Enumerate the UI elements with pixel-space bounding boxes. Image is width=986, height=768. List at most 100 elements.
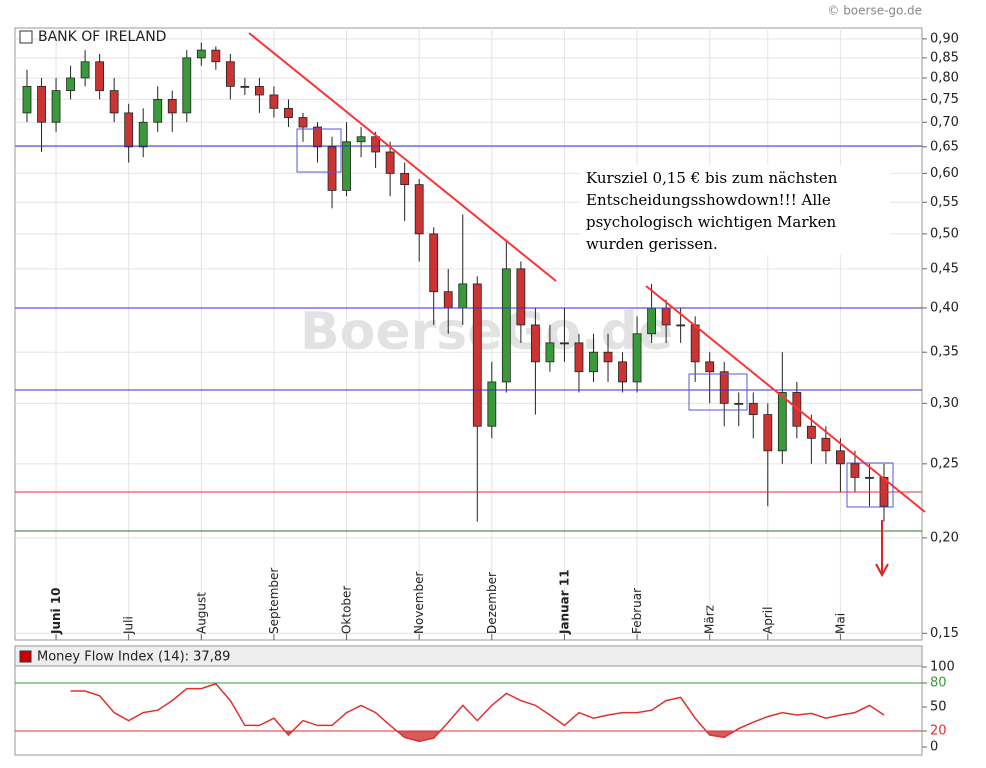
candle-body: [661, 307, 671, 326]
mfi-header: [14, 645, 923, 667]
candle-body: [284, 107, 293, 118]
candle-body: [618, 361, 627, 383]
y-tick-label: 0,60: [930, 166, 959, 181]
trend-line: [645, 285, 926, 513]
source: © boerse-go.de: [827, 4, 922, 18]
candle-body: [763, 414, 773, 452]
candle-body: [632, 333, 642, 383]
x-tick-label: Juni 10: [49, 587, 63, 635]
chart-title: BANK OF IRELAND: [38, 29, 166, 45]
candle-body: [821, 437, 831, 452]
title-box: [19, 30, 33, 44]
y-tick-label: 0,90: [930, 31, 959, 46]
highlight-box: [846, 462, 894, 508]
candle-body: [138, 121, 148, 148]
candle-body: [676, 324, 686, 327]
candle-body: [385, 151, 395, 174]
annotation-line: Kursziel 0,15 € bis zum nächsten: [586, 169, 838, 187]
candle-body: [487, 381, 497, 427]
mfi-title: Money Flow Index (14): 37,89: [37, 650, 230, 665]
y-tick-label: 0,55: [930, 195, 959, 210]
candle-body: [472, 283, 482, 427]
y-tick-label: 0,70: [930, 115, 959, 130]
y-tick-label: 0,25: [930, 456, 959, 471]
candle-body: [342, 141, 351, 191]
arrow-head: [875, 563, 889, 578]
candle-body: [748, 402, 758, 415]
x-tick-label: Mai: [833, 613, 847, 634]
x-tick-label: Januar 11: [557, 569, 571, 635]
candle-body: [690, 324, 700, 363]
candle-body: [865, 476, 874, 479]
y-tick-label: 80: [930, 676, 947, 691]
candle-body: [719, 371, 729, 404]
x-tick-label: November: [412, 572, 426, 634]
highlight-box: [688, 373, 748, 411]
x-tick-label: Juli: [122, 616, 136, 635]
candle-body: [530, 324, 540, 363]
x-tick-label: September: [267, 568, 281, 634]
candle-body: [545, 342, 555, 363]
price-layer: 0,15 0,20 0,25 0,30 0,35 0,40 0,45 0,50 0,55 0,60…: [15, 28, 959, 641]
highlight-box: [296, 128, 342, 173]
x-tick-label: Oktober: [340, 586, 354, 634]
annotation-box: [580, 165, 890, 255]
annotation-line: psychologisch wichtigen Marken: [586, 213, 836, 231]
candle-body: [574, 342, 584, 373]
candle-body: [429, 233, 439, 293]
candle-body: [153, 98, 163, 123]
y-tick-label: 20: [930, 724, 947, 739]
x-tick-label: März: [703, 605, 717, 634]
candle-body: [37, 85, 46, 123]
candle-body: [443, 291, 453, 309]
candle-body: [806, 425, 816, 439]
candle-body: [211, 49, 221, 63]
candle-body: [269, 94, 279, 109]
y-tick-label: 0: [930, 740, 938, 755]
x-tick-label: August: [194, 592, 208, 634]
candle-body: [167, 98, 177, 114]
watermark: BoerseGo.de: [300, 302, 673, 362]
y-tick-label: 0,40: [930, 300, 959, 315]
annotation-line: Entscheidungsshowdown!!! Alle: [586, 191, 831, 209]
x-tick-label: April: [761, 607, 775, 634]
y-tick-label: 0,80: [930, 70, 959, 85]
candle-body: [255, 85, 264, 96]
candle-body: [22, 85, 32, 114]
candle-body: [66, 77, 75, 92]
mfi-legend-swatch: [19, 650, 32, 663]
candle-body: [240, 85, 250, 88]
candle-body: [298, 117, 308, 128]
candle-body: [356, 136, 366, 143]
candle-body: [196, 49, 206, 59]
trend-line: [248, 32, 557, 282]
y-tick-label: 0,75: [930, 92, 959, 107]
y-tick-label: 0,45: [930, 261, 959, 276]
candle-body: [836, 450, 845, 465]
candle-body: [603, 351, 613, 363]
candle-body: [705, 361, 715, 373]
candle-body: [327, 146, 337, 191]
y-tick-label: 50: [930, 700, 947, 715]
candle-body: [516, 268, 526, 326]
candle-body: [371, 136, 381, 153]
candle-body: [124, 112, 134, 148]
y-tick-label: 0,35: [930, 345, 959, 360]
candle-body: [777, 392, 787, 452]
x-tick-label: Februar: [630, 588, 644, 634]
mfi-line: [70, 682, 885, 743]
y-tick-label: 0,85: [930, 50, 959, 65]
y-tick-label: 0,65: [930, 139, 959, 154]
candle-body: [850, 463, 860, 478]
candle-body: [225, 61, 235, 87]
candle-body: [734, 402, 744, 405]
candle-body: [95, 61, 105, 92]
y-tick-label: 0,50: [930, 226, 959, 241]
x-tick-label: Dezember: [485, 572, 499, 634]
y-tick-label: 0,20: [930, 530, 959, 545]
candle-body: [501, 268, 511, 383]
candle-body: [313, 126, 322, 148]
candle-body: [182, 57, 192, 114]
